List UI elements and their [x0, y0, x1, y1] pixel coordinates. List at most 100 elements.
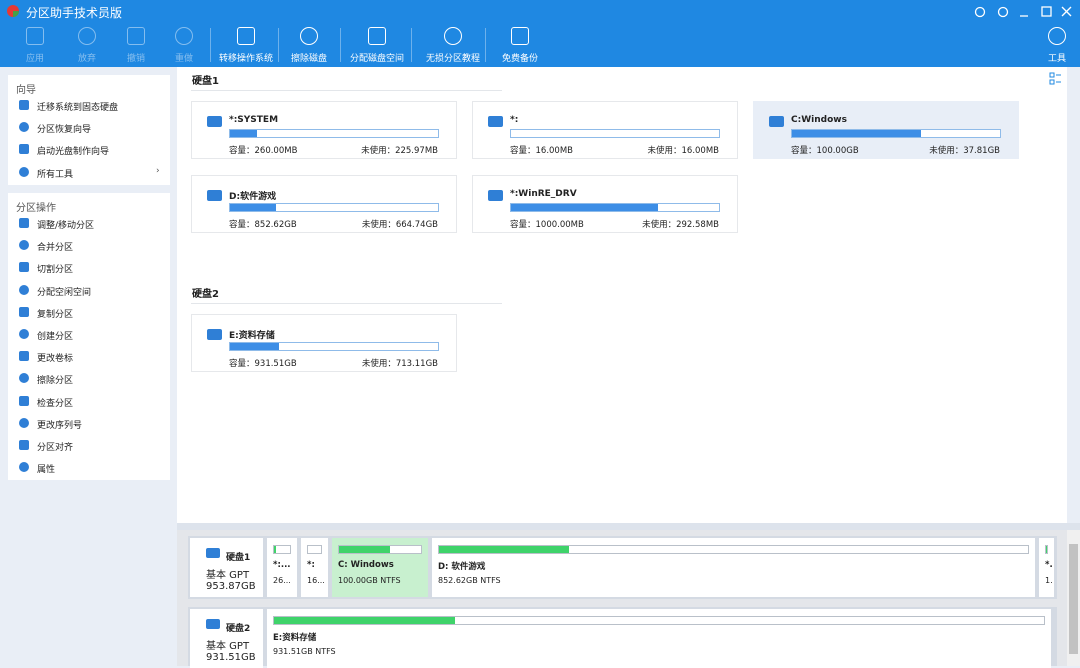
toolbar-button[interactable]: 工具: [1047, 54, 1066, 64]
sidebar-item[interactable]: 创建分区: [37, 332, 74, 342]
sidebar-item[interactable]: 启动光盘制作向导: [37, 147, 110, 158]
sidebar-section: 向导 迁移系统到固态硬盘 分区恢复向导 启动光盘制作向导 所有工具 ›: [8, 75, 170, 185]
disk-type: 基本 GPT: [206, 641, 250, 652]
toolbar-button[interactable]: 转移操作系统: [218, 54, 273, 64]
partition-card[interactable]: C:Windows 容量：100.00GB 未使用：37.81GB: [753, 101, 1019, 159]
toolbar-icon: [26, 27, 44, 45]
toolbar-icon: [175, 27, 193, 45]
disk-info: 硬盘2 基本 GPT 931.51GB: [190, 609, 263, 668]
disk-info: 硬盘1 基本 GPT 953.87GB: [190, 538, 263, 597]
sidebar-item[interactable]: 分配空闲空间: [37, 287, 92, 298]
disk-size: 931.51GB: [206, 652, 256, 663]
toolbar-button[interactable]: 无损分区教程: [425, 54, 480, 64]
window-title: 分区助手技术员版: [26, 6, 123, 20]
sidebar-item[interactable]: 合并分区: [37, 243, 74, 254]
drive-icon: [206, 548, 220, 558]
toolbar-separator: [278, 28, 279, 62]
partition-name: *:: [510, 115, 519, 125]
app-icon: [7, 5, 19, 17]
partition-name: D:软件游戏: [229, 192, 277, 202]
sidebar-icon: [19, 462, 29, 473]
sidebar-item[interactable]: 擦除分区: [37, 376, 74, 387]
sidebar-item[interactable]: 更改序列号: [37, 420, 83, 431]
partition-name: E:资料存储: [229, 331, 275, 341]
toolbar-icon: [78, 27, 96, 45]
sidebar-item[interactable]: 复制分区: [37, 309, 74, 320]
map-fill: [339, 546, 390, 553]
sidebar-item[interactable]: 所有工具: [37, 169, 74, 180]
free-space: 未使用：292.58MB: [642, 220, 719, 230]
partition-card[interactable]: *:WinRE_DRV 容量：1000.00MB 未使用：292.58MB: [472, 175, 738, 233]
partition-block[interactable]: *:... 26...: [267, 538, 297, 597]
toolbar-button[interactable]: 重做: [174, 54, 193, 64]
map-bar: [307, 545, 322, 554]
partition-short-name: *:...: [273, 560, 291, 570]
partition-block[interactable]: E:资料存储 931.51GB NTFS: [267, 609, 1051, 668]
disk-label: 硬盘1: [192, 76, 219, 87]
toolbar-button[interactable]: 应用: [25, 54, 44, 64]
toolbar-icon: [368, 27, 386, 45]
usage-fill: [230, 343, 279, 350]
toolbar-button[interactable]: 免费备份: [501, 54, 538, 64]
map-bar: [273, 545, 291, 554]
disk-row: 硬盘1 基本 GPT 953.87GB *:... 26... *: 16... C: Win…: [188, 536, 1057, 599]
sidebar-icon: [19, 351, 29, 362]
usage-bar: [229, 203, 439, 212]
drive-icon: [488, 116, 503, 127]
partition-name: *:WinRE_DRV: [510, 189, 577, 199]
partition-block[interactable]: *. 1.: [1039, 538, 1054, 597]
map-fill: [274, 546, 277, 553]
sidebar-item[interactable]: 迁移系统到固态硬盘: [37, 103, 119, 113]
sidebar-item[interactable]: 调整/移动分区: [37, 221, 95, 231]
partition-name: C:Windows: [791, 115, 847, 125]
capacity: 容量：260.00MB: [229, 146, 298, 156]
drive-icon: [488, 190, 503, 201]
partition-short-info: 1.: [1045, 576, 1053, 585]
sidebar-item[interactable]: 切割分区: [37, 265, 74, 276]
usage-bar: [510, 129, 720, 138]
free-space: 未使用：225.97MB: [361, 146, 438, 156]
drive-icon: [769, 116, 784, 127]
partition-block[interactable]: *: 16...: [301, 538, 328, 597]
sidebar-item[interactable]: 更改卷标: [37, 354, 74, 365]
drive-icon: [207, 190, 222, 201]
toolbar-button[interactable]: 分配磁盘空间: [349, 54, 404, 64]
free-space: 未使用：664.74GB: [361, 220, 438, 230]
sidebar-item[interactable]: 分区对齐: [37, 443, 74, 453]
toolbar-button[interactable]: 放弃: [77, 54, 96, 64]
map-bar: [273, 616, 1045, 625]
capacity: 容量：1000.00MB: [510, 220, 584, 230]
sidebar-item[interactable]: 分区恢复向导: [37, 125, 92, 136]
capacity: 容量：100.00GB: [791, 146, 859, 156]
partition-card[interactable]: D:软件游戏 容量：852.62GB 未使用：664.74GB: [191, 175, 457, 233]
sidebar-icon: [19, 100, 29, 110]
disk-rule: [191, 90, 502, 91]
sidebar-icon: [19, 122, 29, 133]
usage-bar: [229, 342, 439, 351]
partition-short-name: *:: [307, 560, 315, 570]
toolbar-icon: [237, 27, 255, 45]
scroll-thumb: [1069, 544, 1078, 654]
capacity: 容量：931.51GB: [229, 359, 297, 369]
map-bar: [1045, 545, 1048, 554]
partition-block[interactable]: D: 软件游戏 852.62GB NTFS: [432, 538, 1035, 597]
capacity: 容量：16.00MB: [510, 146, 573, 156]
partition-card[interactable]: E:资料存储 容量：931.51GB 未使用：713.11GB: [191, 314, 457, 372]
toolbar-button[interactable]: 擦除磁盘: [290, 54, 327, 64]
toolbar-button[interactable]: 撤销: [126, 54, 145, 64]
sidebar-icon: [19, 262, 29, 273]
partition-short-info: 931.51GB NTFS: [273, 647, 336, 656]
disk-row: 硬盘2 基本 GPT 931.51GB E:资料存储 931.51GB NTFS: [188, 607, 1057, 668]
partition-card[interactable]: *:SYSTEM 容量：260.00MB 未使用：225.97MB: [191, 101, 457, 159]
partition-block[interactable]: C: Windows 100.00GB NTFS: [332, 538, 428, 597]
partition-card[interactable]: *: 容量：16.00MB 未使用：16.00MB: [472, 101, 738, 159]
disk-name: 硬盘2: [226, 624, 251, 634]
partition-short-info: 16...: [307, 576, 325, 585]
toolbar-separator: [411, 28, 412, 62]
sidebar-item[interactable]: 属性: [37, 465, 56, 476]
sidebar-icon: [19, 166, 29, 177]
sidebar-icon: [19, 240, 29, 251]
sidebar-icon: [19, 395, 29, 406]
sidebar-item[interactable]: 检查分区: [37, 398, 74, 409]
